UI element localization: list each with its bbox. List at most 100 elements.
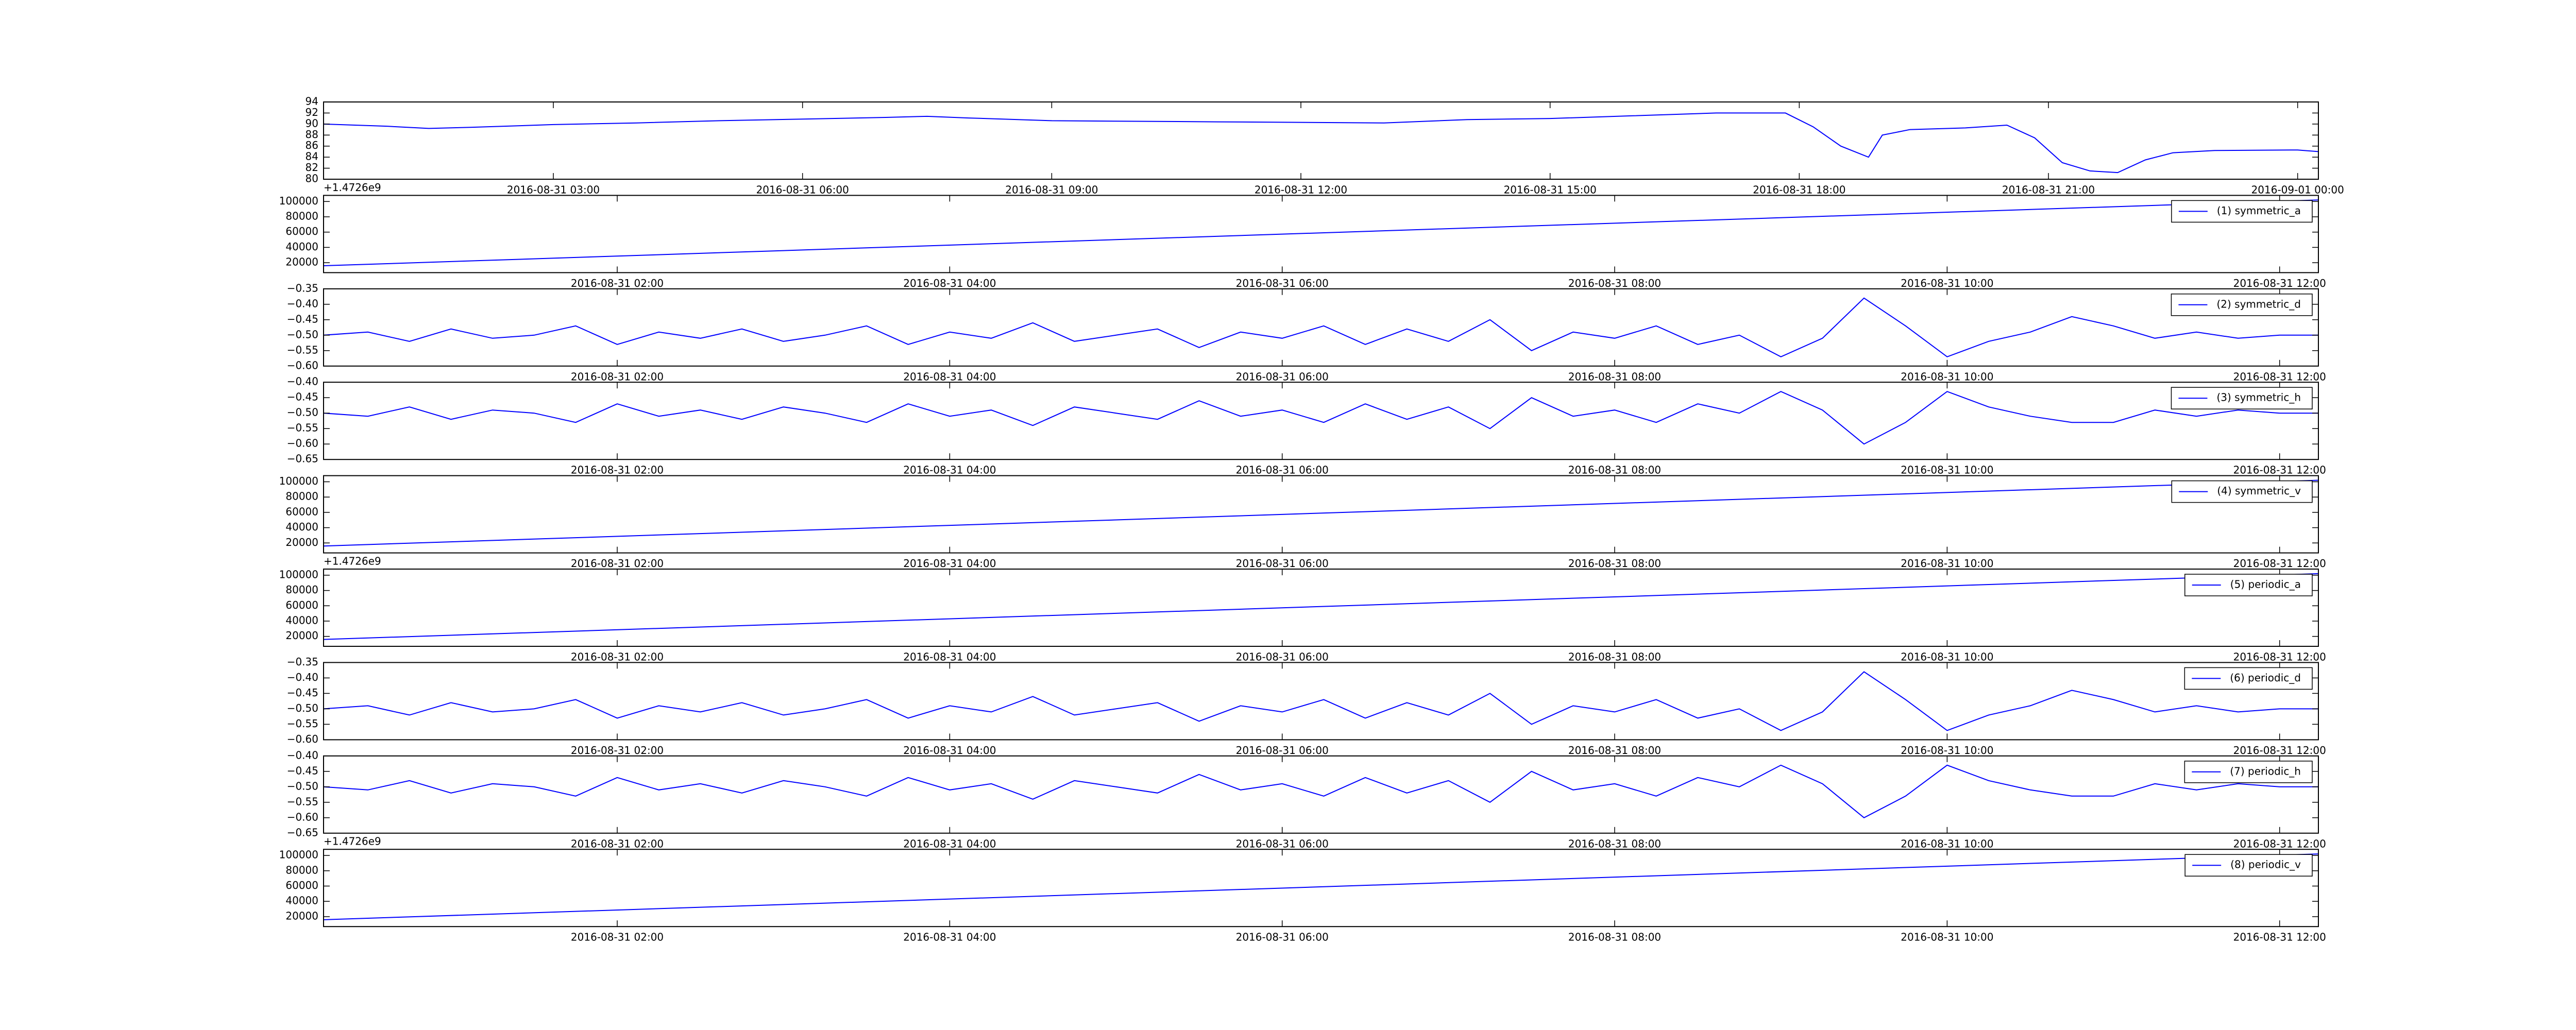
x-tick-label: 2016-08-31 08:00 <box>1568 931 1661 943</box>
y-tick-label: 94 <box>306 95 318 108</box>
x-tick-label: 2016-08-31 09:00 <box>1005 184 1098 196</box>
y-tick-label: 90 <box>306 117 318 129</box>
y-tick-label: 20000 <box>285 629 318 642</box>
x-tick-label: 2016-08-31 02:00 <box>571 464 664 476</box>
y-tick-label: −0.50 <box>287 702 318 714</box>
y-tick-label: 100000 <box>279 849 318 861</box>
x-tick-label: 2016-08-31 02:00 <box>571 651 664 663</box>
x-tick-label: 2016-08-31 06:00 <box>1236 557 1329 570</box>
x-tick-label: 2016-08-31 12:00 <box>2233 744 2326 757</box>
data-line <box>324 853 2318 920</box>
x-tick-label: 2016-09-01 00:00 <box>2251 184 2344 196</box>
x-tick-label: 2016-08-31 02:00 <box>571 931 664 943</box>
offset-label: +1.4726e9 <box>324 181 381 194</box>
x-tick-label: 2016-08-31 04:00 <box>903 837 996 850</box>
x-tick-label: 2016-08-31 06:00 <box>1236 651 1329 663</box>
y-tick-label: 80000 <box>285 210 318 222</box>
data-line <box>324 112 2318 174</box>
data-line <box>324 297 2318 357</box>
y-tick-label: −0.35 <box>287 656 318 668</box>
x-tick-label: 2016-08-31 02:00 <box>571 557 664 570</box>
axes-frame <box>323 195 2319 273</box>
x-tick-label: 2016-08-31 04:00 <box>903 557 996 570</box>
axes-background <box>324 382 2318 460</box>
x-tick-label: 2016-08-31 10:00 <box>1901 464 1993 476</box>
y-tick-label: −0.40 <box>287 671 318 683</box>
legend-label: (2) symmetric_d <box>2216 298 2301 310</box>
axes-frame <box>323 662 2319 741</box>
y-tick-label: 80 <box>306 173 318 185</box>
y-tick-label: −0.60 <box>287 437 318 450</box>
legend-label: (6) periodic_d <box>2230 672 2301 684</box>
x-tick-label: 2016-08-31 04:00 <box>903 744 996 757</box>
legend-label: (4) symmetric_v <box>2217 485 2301 497</box>
x-tick-label: 2016-08-31 10:00 <box>1901 837 1993 850</box>
axes-frame <box>323 288 2319 367</box>
x-tick-label: 2016-08-31 08:00 <box>1568 277 1661 289</box>
x-tick-label: 2016-08-31 04:00 <box>903 277 996 289</box>
x-tick-label: 2016-08-31 06:00 <box>1236 370 1329 383</box>
data-line <box>324 671 2318 731</box>
x-tick-label: 2016-08-31 06:00 <box>1236 744 1329 757</box>
y-tick-label: −0.65 <box>287 826 318 838</box>
legend-label: (1) symmetric_a <box>2217 204 2301 217</box>
y-tick-label: −0.45 <box>287 313 318 325</box>
y-tick-label: 100000 <box>279 195 318 207</box>
x-tick-label: 2016-08-31 06:00 <box>1236 464 1329 476</box>
x-tick-label: 2016-08-31 06:00 <box>756 184 849 196</box>
y-tick-label: −0.65 <box>287 453 318 465</box>
y-tick-label: 86 <box>306 139 318 151</box>
x-tick-label: 2016-08-31 12:00 <box>2233 931 2326 943</box>
y-tick-label: 84 <box>306 150 318 163</box>
x-tick-label: 2016-08-31 08:00 <box>1568 464 1661 476</box>
axes-background <box>324 195 2318 273</box>
y-tick-label: −0.50 <box>287 780 318 792</box>
data-line <box>324 391 2318 445</box>
x-tick-label: 2016-08-31 02:00 <box>571 744 664 757</box>
y-tick-label: −0.55 <box>287 422 318 434</box>
x-tick-label: 2016-08-31 10:00 <box>1901 931 1993 943</box>
y-tick-label: −0.40 <box>287 375 318 388</box>
x-tick-label: 2016-08-31 08:00 <box>1568 557 1661 570</box>
y-tick-label: −0.45 <box>287 391 318 403</box>
axes-background <box>324 475 2318 553</box>
x-tick-label: 2016-08-31 12:00 <box>1255 184 1347 196</box>
x-tick-label: 2016-08-31 10:00 <box>1901 557 1993 570</box>
x-tick-label: 2016-08-31 10:00 <box>1901 370 1993 383</box>
x-tick-label: 2016-08-31 08:00 <box>1568 744 1661 757</box>
y-tick-label: 92 <box>306 106 318 118</box>
y-tick-label: −0.60 <box>287 359 318 371</box>
data-line <box>324 573 2318 640</box>
y-tick-label: 80000 <box>285 864 318 876</box>
y-tick-label: 40000 <box>285 521 318 533</box>
y-tick-label: 82 <box>306 161 318 174</box>
axes-frame <box>323 849 2319 928</box>
axes-background <box>324 849 2318 927</box>
y-tick-label: −0.55 <box>287 795 318 808</box>
legend-label: (5) periodic_a <box>2230 578 2301 591</box>
y-tick-label: −0.40 <box>287 749 318 761</box>
x-tick-label: 2016-08-31 12:00 <box>2233 651 2326 663</box>
x-tick-label: 2016-08-31 18:00 <box>1753 184 1845 196</box>
y-tick-label: −0.35 <box>287 282 318 294</box>
offset-label: +1.4726e9 <box>324 835 381 848</box>
x-tick-label: 2016-08-31 02:00 <box>571 837 664 850</box>
x-tick-label: 2016-08-31 04:00 <box>903 370 996 383</box>
y-tick-label: 20000 <box>285 256 318 268</box>
y-tick-label: 20000 <box>285 909 318 922</box>
x-tick-label: 2016-08-31 10:00 <box>1901 277 1993 289</box>
data-line <box>324 199 2318 267</box>
axes-background <box>324 569 2318 646</box>
x-tick-label: 2016-08-31 06:00 <box>1236 277 1329 289</box>
x-tick-label: 2016-08-31 12:00 <box>2233 557 2326 570</box>
axes-frame <box>323 755 2319 834</box>
y-tick-label: −0.60 <box>287 733 318 745</box>
y-tick-label: 80000 <box>285 583 318 596</box>
y-tick-label: −0.55 <box>287 344 318 356</box>
axes-background <box>324 756 2318 833</box>
axes-frame <box>323 475 2319 554</box>
x-tick-label: 2016-08-31 08:00 <box>1568 837 1661 850</box>
y-tick-label: 60000 <box>285 225 318 237</box>
legend-label: (7) periodic_h <box>2230 765 2301 777</box>
